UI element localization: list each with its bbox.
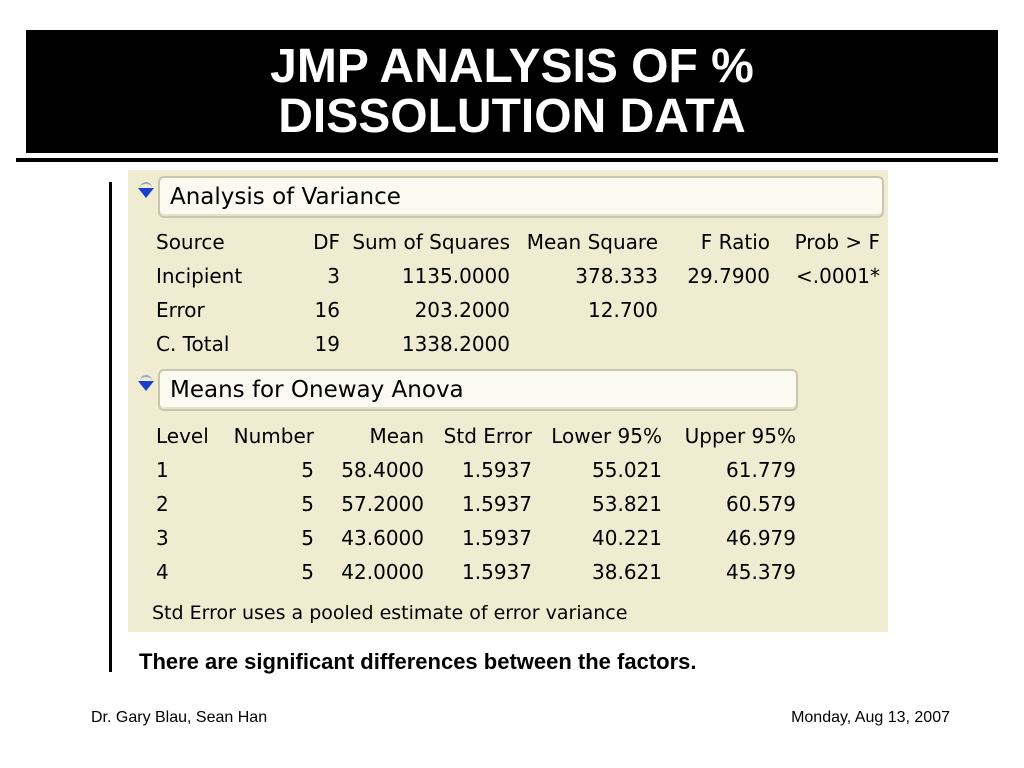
anova-column-header: Sum of Squares	[352, 230, 510, 254]
footer-authors: Dr. Gary Blau, Sean Han	[91, 709, 268, 726]
means-table-cell: 1.5937	[462, 526, 532, 550]
means-table-cell: 5	[301, 526, 314, 550]
left-vertical-rule	[109, 182, 112, 672]
anova-table-cell: 1135.0000	[401, 264, 510, 288]
means-table-cell: 43.6000	[341, 526, 424, 550]
anova-table: Source DF Sum of Squares Mean Square F Ratio…	[128, 230, 888, 370]
means-table-cell: 53.821	[592, 492, 662, 516]
means-table-cell: 40.221	[592, 526, 662, 550]
means-table-cell: 5	[301, 560, 314, 584]
means-column-header: Lower 95%	[551, 424, 662, 448]
slide-title-line-2: DISSOLUTION DATA	[278, 89, 746, 143]
anova-table-cell: 378.333	[575, 264, 658, 288]
conclusion-text: There are significant differences betwee…	[139, 649, 697, 674]
means-column-header: Upper 95%	[684, 424, 796, 448]
means-table-cell: 5	[301, 492, 314, 516]
means-table-cell: 42.0000	[341, 560, 424, 584]
anova-disclosure-icon[interactable]	[138, 182, 154, 198]
means-column-header: Number	[233, 424, 314, 448]
means-table-cell: 58.4000	[341, 458, 424, 482]
anova-table-cell: 16	[314, 298, 340, 322]
means-table-cell: 57.2000	[341, 492, 424, 516]
means-table-cell: 4	[156, 560, 169, 584]
means-column-header: Level	[156, 424, 209, 448]
means-outline-header[interactable]: Means for Oneway Anova	[158, 369, 798, 411]
means-table-cell: 1.5937	[462, 458, 532, 482]
anova-column-header: Source	[156, 230, 225, 254]
means-table-cell: 1.5937	[462, 560, 532, 584]
anova-table-cell: 19	[314, 332, 340, 356]
anova-column-header: Prob > F	[794, 230, 880, 254]
means-column-header: Std Error	[443, 424, 532, 448]
means-table-cell: 55.021	[592, 458, 662, 482]
anova-table-cell: 203.2000	[414, 298, 510, 322]
slide-title-line-1: JMP ANALYSIS OF %	[270, 39, 754, 93]
anova-column-header: Mean Square	[526, 230, 658, 254]
title-divider	[16, 158, 998, 162]
means-footnote: Std Error uses a pooled estimate of erro…	[152, 602, 628, 624]
footer-date: Monday, Aug 13, 2007	[791, 709, 950, 726]
anova-column-header: DF	[313, 230, 340, 254]
means-table: Level Number Mean Std Error Lower 95% Upper 9…	[128, 424, 888, 599]
anova-table-cell: 1338.2000	[401, 332, 510, 356]
anova-table-cell: Error	[156, 298, 205, 322]
anova-table-cell: 29.7900	[687, 264, 770, 288]
anova-table-cell: 12.700	[588, 298, 658, 322]
anova-table-cell: Incipient	[156, 264, 243, 288]
means-table-cell: 46.979	[726, 526, 796, 550]
anova-table-cell: <.0001*	[795, 264, 880, 288]
means-table-cell: 2	[156, 492, 169, 516]
means-table-cell: 1	[156, 458, 169, 482]
means-table-cell: 61.779	[726, 458, 796, 482]
anova-column-header: F Ratio	[700, 230, 770, 254]
slide-title-bar: JMP ANALYSIS OF % DISSOLUTION DATA	[26, 30, 998, 153]
means-disclosure-icon[interactable]	[138, 375, 154, 391]
anova-table-cell: 3	[327, 264, 340, 288]
means-table-cell: 45.379	[726, 560, 796, 584]
means-table-cell: 38.621	[592, 560, 662, 584]
means-table-cell: 3	[156, 526, 169, 550]
means-table-cell: 5	[301, 458, 314, 482]
anova-table-cell: C. Total	[156, 332, 230, 356]
means-column-header: Mean	[369, 424, 425, 448]
anova-outline-header[interactable]: Analysis of Variance	[158, 176, 884, 218]
means-table-cell: 1.5937	[462, 492, 532, 516]
jmp-report-panel: Analysis of Variance Source DF Sum of Squa…	[128, 170, 888, 632]
means-table-cell: 60.579	[726, 492, 796, 516]
